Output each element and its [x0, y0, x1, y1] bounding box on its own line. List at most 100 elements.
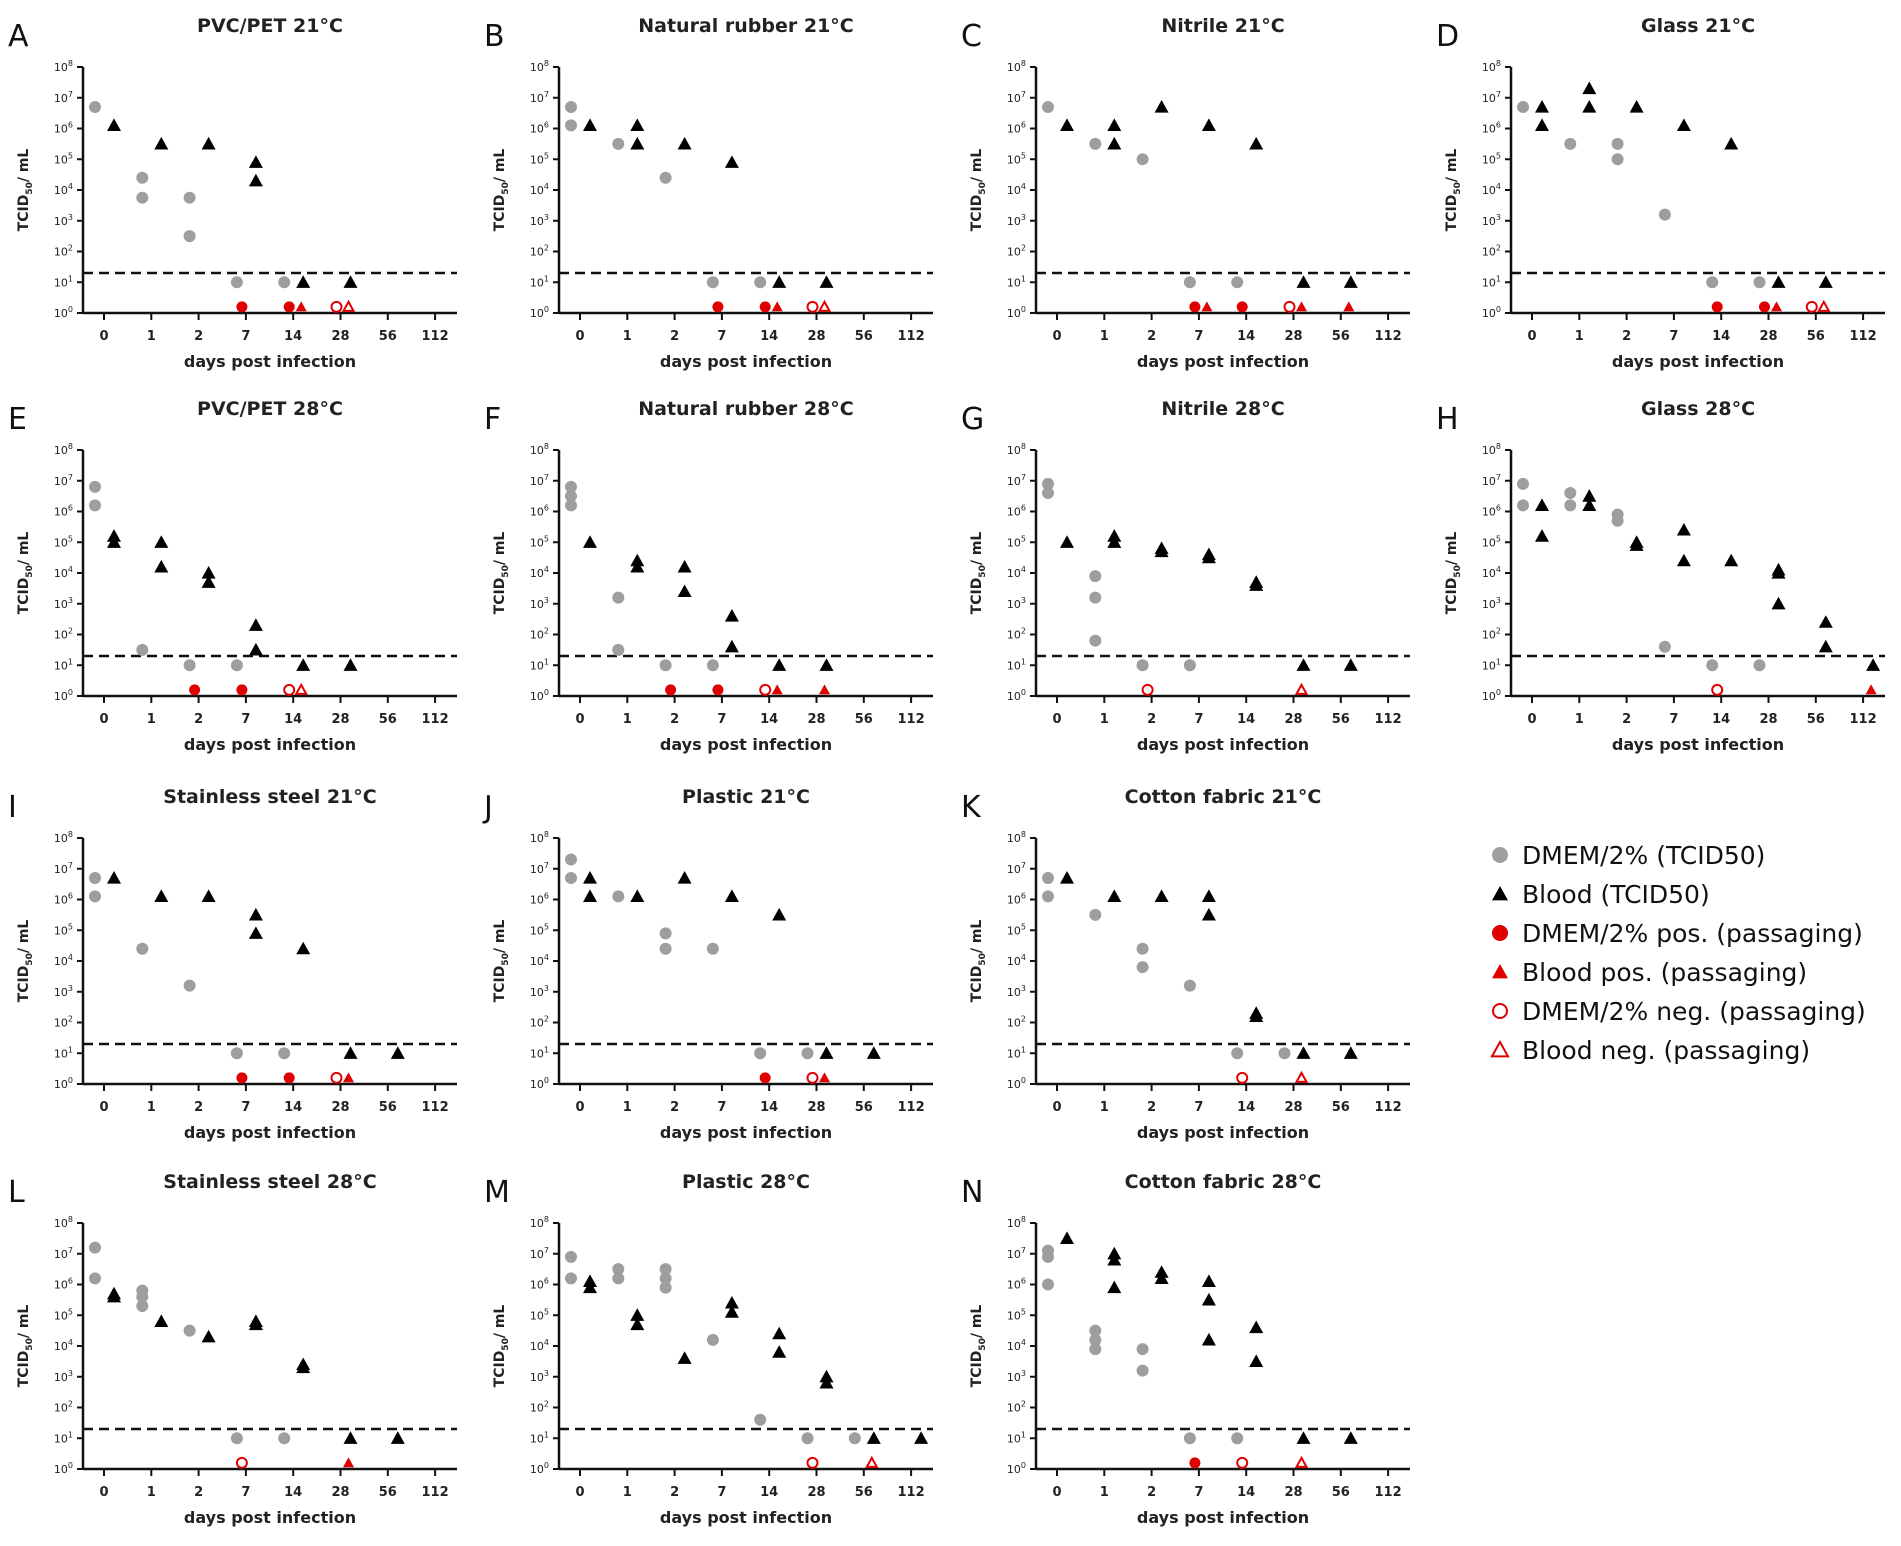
blood-pos-point: [295, 301, 307, 312]
blood-point: [1535, 529, 1549, 542]
x-axis-label: days post infection: [660, 352, 832, 371]
panel-letter: M: [484, 1175, 510, 1210]
dmem-point: [1564, 487, 1577, 500]
x-tick-label: 112: [898, 712, 925, 727]
dmem-point: [1042, 1278, 1054, 1291]
x-tick-label: 56: [855, 1100, 873, 1115]
x-tick-label: 2: [1622, 329, 1631, 344]
panel-letter: N: [961, 1175, 983, 1210]
blood-point: [1676, 553, 1691, 567]
blood-pos-point: [1343, 301, 1355, 312]
y-tick-label: 105: [1482, 534, 1501, 549]
x-tick-label: 56: [855, 329, 873, 344]
blood-point: [201, 136, 216, 150]
dmem-neg-point: [806, 300, 819, 313]
panel-letter: K: [961, 790, 982, 825]
y-tick-label: 104: [54, 565, 73, 580]
panel-title: Natural rubber 21°C: [638, 15, 854, 37]
dmem-point: [565, 119, 577, 132]
x-tick-label: 14: [1237, 1485, 1255, 1500]
y-tick-label: 105: [1007, 151, 1026, 166]
x-axis-label: days post infection: [1137, 735, 1309, 754]
dmem-neg-point: [283, 683, 296, 696]
y-tick-label: 101: [1007, 1045, 1026, 1060]
blood-point: [1343, 275, 1358, 288]
dmem-point: [1089, 570, 1102, 583]
x-tick-label: 2: [1147, 1100, 1156, 1115]
dmem-point: [706, 276, 719, 289]
blood-point: [107, 870, 121, 884]
y-tick-label: 107: [530, 861, 549, 876]
x-tick-label: 112: [1375, 1485, 1402, 1500]
x-tick-label: 28: [807, 329, 825, 344]
y-tick-label: 106: [1007, 504, 1026, 519]
y-tick-label: 104: [1007, 565, 1026, 580]
y-tick-label: 102: [1482, 627, 1501, 642]
dmem-pos-point: [759, 1072, 771, 1084]
y-tick-label: 103: [1007, 213, 1026, 228]
x-tick-label: 0: [99, 1485, 108, 1500]
blood-point: [1535, 99, 1549, 113]
dmem-pos-point: [665, 684, 677, 696]
blood-point: [1343, 1046, 1358, 1059]
x-tick-label: 7: [717, 712, 726, 727]
x-tick-label: 28: [1284, 1485, 1302, 1500]
x-tick-label: 112: [898, 329, 925, 344]
panel-A: A PVC/PET 21°C100101102103104105106107108…: [8, 15, 457, 371]
dmem-point: [1706, 659, 1719, 672]
panel-title: PVC/PET 21°C: [197, 15, 343, 37]
y-tick-label: 108: [1007, 59, 1026, 74]
y-tick-label: 108: [54, 1215, 73, 1230]
y-tick-label: 107: [1007, 1246, 1026, 1261]
dmem-point: [1183, 659, 1196, 672]
y-tick-label: 103: [1482, 213, 1501, 228]
blood-point: [1771, 566, 1786, 579]
y-tick-label: 104: [530, 182, 549, 197]
dmem-point: [1564, 137, 1577, 150]
blood-point: [1296, 1046, 1311, 1059]
y-tick-label: 107: [530, 90, 549, 105]
x-tick-label: 7: [1669, 712, 1678, 727]
dmem-point: [1517, 477, 1529, 490]
dmem-point: [1042, 890, 1054, 903]
dmem-point: [1611, 514, 1624, 527]
dmem-point: [1231, 276, 1244, 289]
x-tick-label: 28: [331, 329, 349, 344]
blood-point: [154, 559, 169, 573]
x-tick-label: 0: [1527, 329, 1536, 344]
blood-point: [154, 136, 169, 150]
blood-point: [1818, 275, 1833, 288]
dmem-pos-point: [189, 684, 201, 696]
dmem-point: [612, 591, 625, 604]
y-tick-label: 106: [530, 1277, 549, 1292]
blood-point: [630, 1308, 645, 1321]
y-tick-label: 101: [1007, 657, 1026, 672]
panel-J: J Plastic 21°C100101102103104105106107108…: [482, 786, 933, 1142]
blood-point: [1249, 1320, 1264, 1334]
dmem-point: [754, 1047, 767, 1060]
y-tick-label: 102: [54, 627, 73, 642]
x-tick-label: 112: [898, 1100, 925, 1115]
y-tick-label: 105: [530, 534, 549, 549]
y-tick-label: 106: [530, 504, 549, 519]
dmem-point: [1706, 276, 1719, 289]
y-tick-label: 103: [1007, 596, 1026, 611]
dmem-point: [1136, 1364, 1149, 1377]
dmem-point: [1183, 1432, 1196, 1445]
x-axis-label: days post infection: [660, 1508, 832, 1527]
dmem-point: [1136, 659, 1149, 672]
x-tick-label: 0: [1527, 712, 1536, 727]
x-tick-label: 2: [1147, 712, 1156, 727]
dmem-pos-point: [1759, 301, 1770, 313]
x-tick-label: 0: [99, 1100, 108, 1115]
blood-point: [296, 658, 311, 671]
x-tick-label: 1: [623, 1100, 632, 1115]
x-tick-label: 7: [241, 712, 250, 727]
blood-point: [819, 1046, 834, 1059]
blood-point: [630, 118, 645, 132]
x-tick-label: 0: [1052, 1485, 1061, 1500]
x-tick-label: 56: [379, 1100, 397, 1115]
blood-neg-point: [865, 1455, 879, 1468]
dmem-point: [136, 942, 149, 955]
